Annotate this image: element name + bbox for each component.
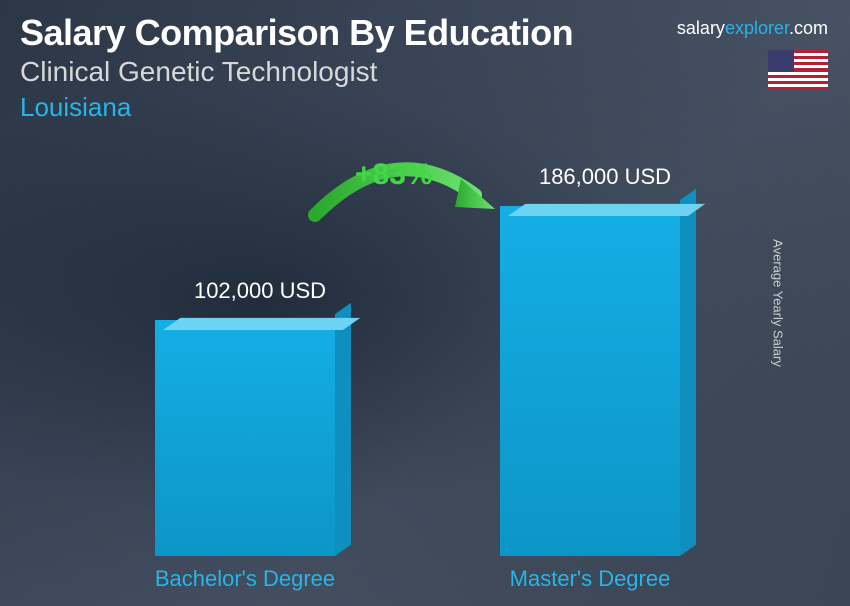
flag-icon — [768, 50, 828, 90]
bar-value-label: 186,000 USD — [470, 164, 740, 190]
brand-prefix: salary — [677, 18, 725, 38]
brand-mid: explorer — [725, 18, 789, 38]
bar-value-label: 102,000 USD — [125, 278, 395, 304]
brand-logo: salaryexplorer.com — [677, 18, 828, 39]
percent-increase-badge: +83% — [355, 158, 433, 192]
brand-suffix: .com — [789, 18, 828, 38]
bar-category-label: Bachelor's Degree — [105, 566, 385, 592]
bar-0: 102,000 USDBachelor's Degree — [155, 320, 335, 556]
bar-category-label: Master's Degree — [450, 566, 730, 592]
bar-1: 186,000 USDMaster's Degree — [500, 206, 680, 556]
page-location: Louisiana — [20, 92, 830, 123]
percent-increase-label: +83% — [355, 158, 433, 191]
page-subtitle: Clinical Genetic Technologist — [20, 56, 830, 88]
